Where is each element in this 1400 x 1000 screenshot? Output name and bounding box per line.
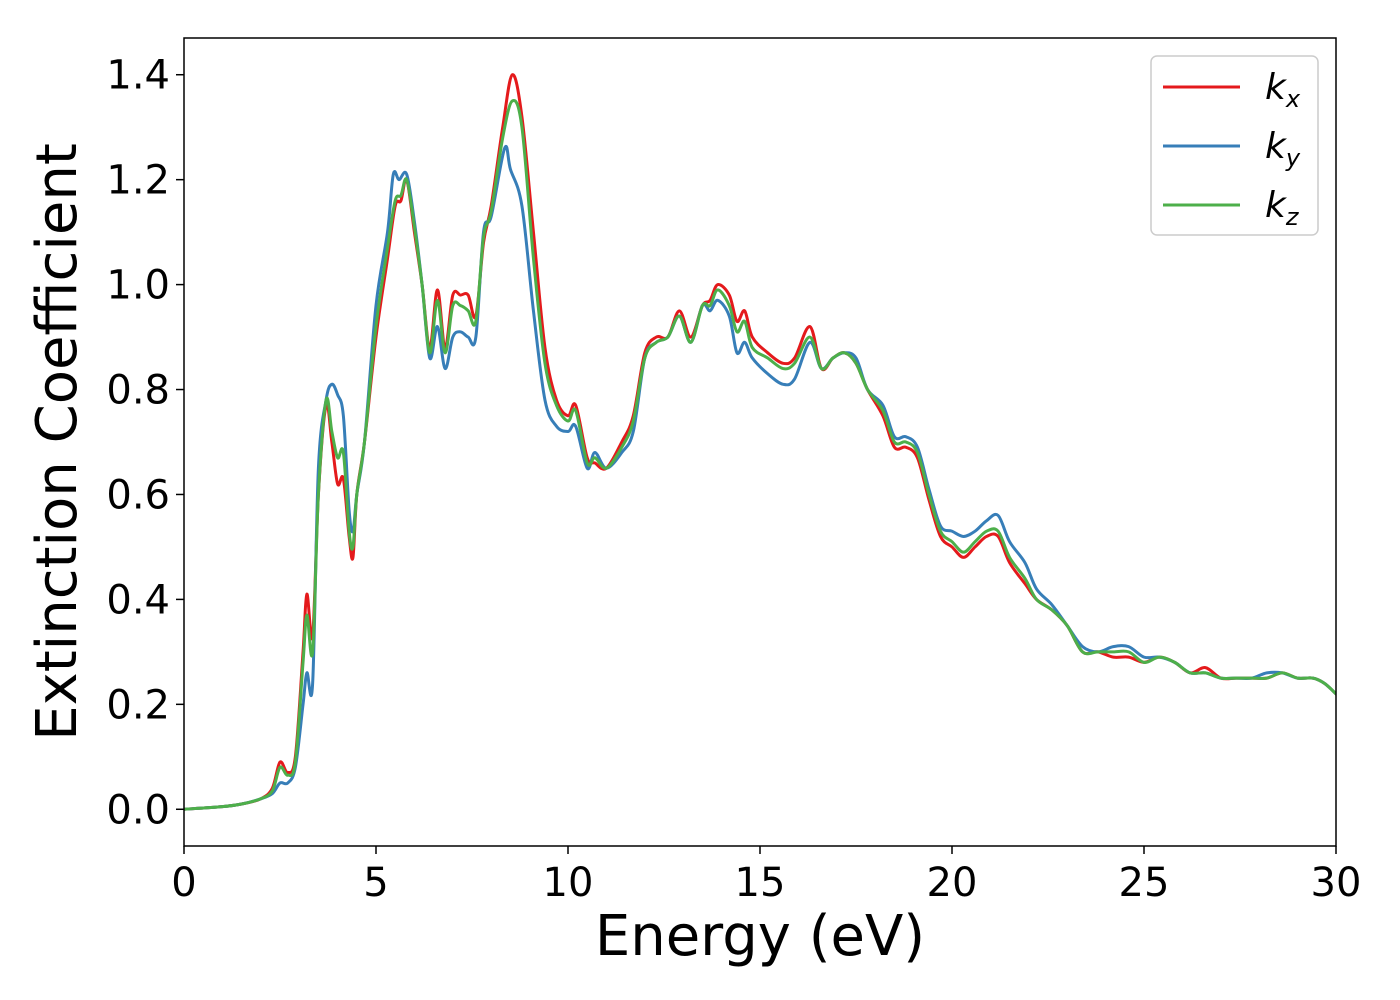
legend-label-x: kx (1265, 67, 1301, 113)
series-line-z (184, 99, 1336, 811)
legend: kx ky kz (1150, 55, 1319, 236)
x-axis-title: Energy (eV) (595, 904, 925, 969)
x-tick-label: 0 (171, 860, 196, 906)
series-layer (184, 73, 1336, 811)
x-tick-label: 30 (1311, 860, 1362, 906)
x-tick-label: 5 (363, 860, 388, 906)
y-tick-label: 0.4 (106, 577, 170, 623)
y-tick-label: 1.2 (106, 158, 170, 204)
y-tick-label: 1.0 (106, 263, 170, 309)
y-axis-title: Extinction Coefficient (25, 143, 90, 741)
y-tick-label: 0.2 (106, 682, 170, 728)
series-line-y (184, 144, 1336, 811)
y-tick-label: 0.0 (106, 787, 170, 833)
legend-label-z: kz (1265, 185, 1300, 231)
y-tick-label: 0.6 (106, 472, 170, 518)
ticks-layer: 0 5 10 15 20 25 30 0.0 0.2 0.4 0.6 0.8 1.0 1.2 1.4 (106, 53, 1361, 906)
x-tick-label: 20 (927, 860, 978, 906)
x-tick-label: 10 (543, 860, 594, 906)
legend-items: kx ky kz (1163, 67, 1301, 231)
y-tick-label: 1.4 (106, 53, 170, 99)
legend-label-y: ky (1265, 126, 1301, 172)
x-tick-label: 15 (735, 860, 786, 906)
x-tick-label: 25 (1119, 860, 1170, 906)
y-tick-label: 0.8 (106, 368, 170, 414)
